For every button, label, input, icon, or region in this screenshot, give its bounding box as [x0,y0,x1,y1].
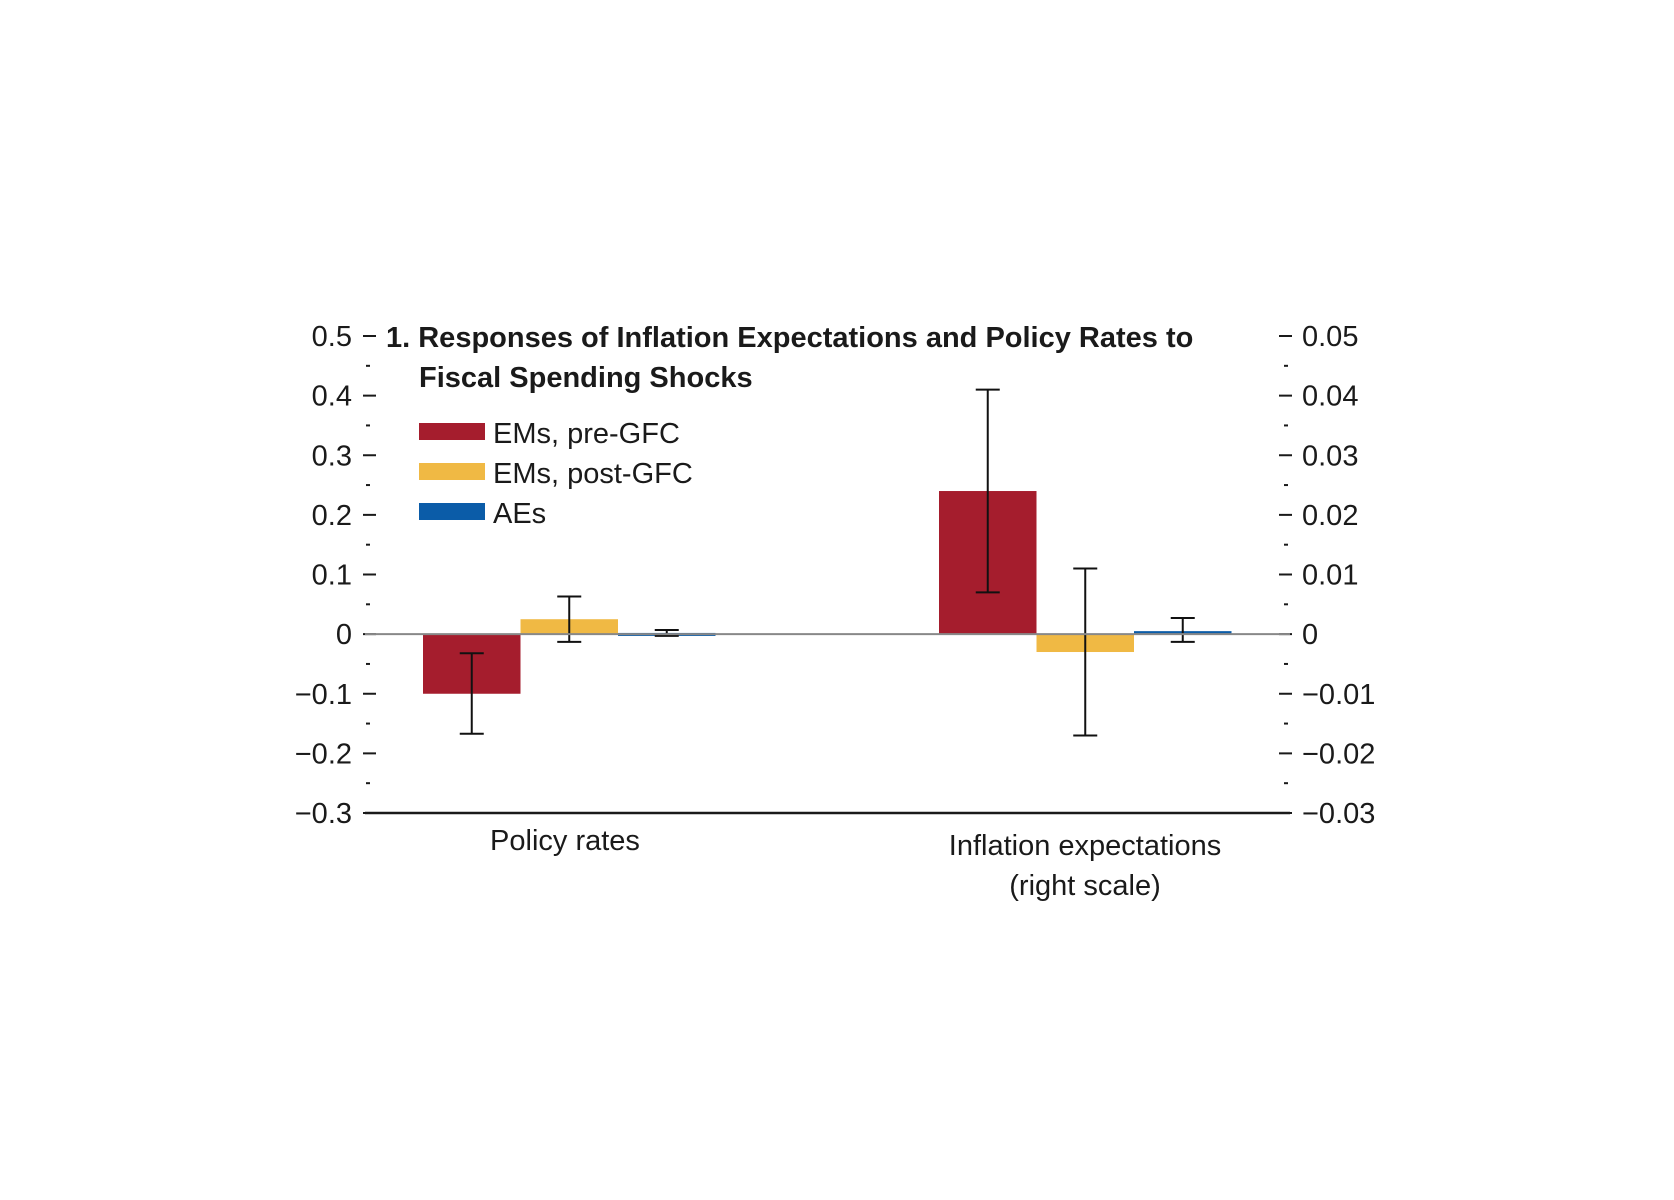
category-label: Inflation expectations [949,830,1221,862]
category-labels: Policy rates Inflation expectations (right… [490,825,1221,902]
axes: 0.5 0.05 0.4 0.04 0.3 0.03 0.2 0.02 0.1 0.01 0 0 −0.… [295,321,1376,830]
legend-swatch-0 [419,423,485,440]
legend-swatch-2 [419,503,485,520]
right-tick-label: 0.04 [1302,381,1358,413]
legend-label-2: AEs [493,498,546,530]
category-label: Policy rates [490,825,640,857]
chart-title-line1: 1. Responses of Inflation Expectations a… [386,322,1193,354]
right-tick-label: −0.03 [1302,798,1375,830]
chart-title-line2: Fiscal Spending Shocks [419,362,753,394]
left-tick-label: 0 [336,619,352,651]
bars [365,388,1290,737]
left-tick-label: −0.1 [295,679,352,711]
right-tick-label: 0.02 [1302,500,1358,532]
left-tick-label: −0.3 [295,798,352,830]
left-tick-label: 0.3 [312,440,352,472]
legend-label-1: EMs, post-GFC [493,458,693,490]
legend: EMs, pre-GFC EMs, post-GFC AEs [419,418,693,530]
legend-swatch-1 [419,463,485,480]
left-tick-label: 0.4 [312,381,352,413]
right-tick-label: 0.05 [1302,321,1358,353]
left-tick-label: 0.1 [312,560,352,592]
category-sublabel: (right scale) [1009,870,1161,902]
right-tick-label: 0.03 [1302,440,1358,472]
legend-label-0: EMs, pre-GFC [493,418,680,450]
left-tick-label: 0.2 [312,500,352,532]
right-tick-label: −0.02 [1302,738,1375,770]
right-tick-label: 0.01 [1302,560,1358,592]
left-tick-label: 0.5 [312,321,352,353]
right-tick-label: −0.01 [1302,679,1375,711]
left-tick-label: −0.2 [295,738,352,770]
right-tick-label: 0 [1302,619,1318,651]
